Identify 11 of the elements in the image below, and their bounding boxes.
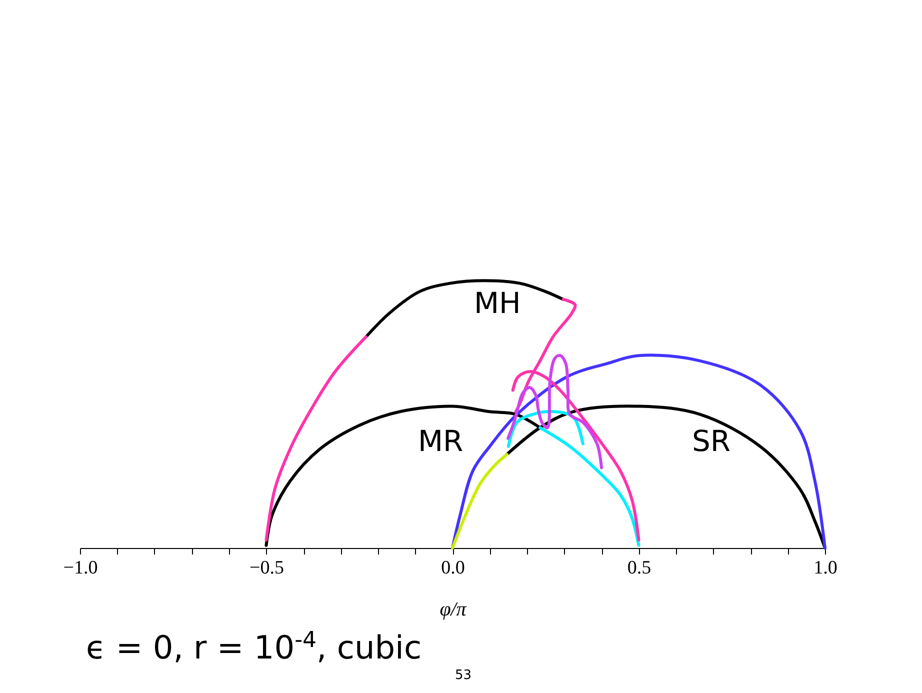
text: ϵ = 0, r = 10$^{-4}$, cubic [86, 628, 422, 667]
x-axis-title: φ/π [440, 598, 468, 620]
x-tick-label: −0.5 [250, 558, 284, 578]
x-tick-label: 0.5 [627, 558, 652, 578]
annotation: MR [418, 424, 464, 458]
annotation: SR [692, 424, 731, 458]
x-tick-label: 0.0 [441, 558, 465, 578]
text: 53 [455, 668, 472, 683]
x-tick-label: −1.0 [63, 558, 98, 578]
annotation: MH [474, 286, 521, 320]
x-tick-label: 1.0 [814, 558, 838, 578]
